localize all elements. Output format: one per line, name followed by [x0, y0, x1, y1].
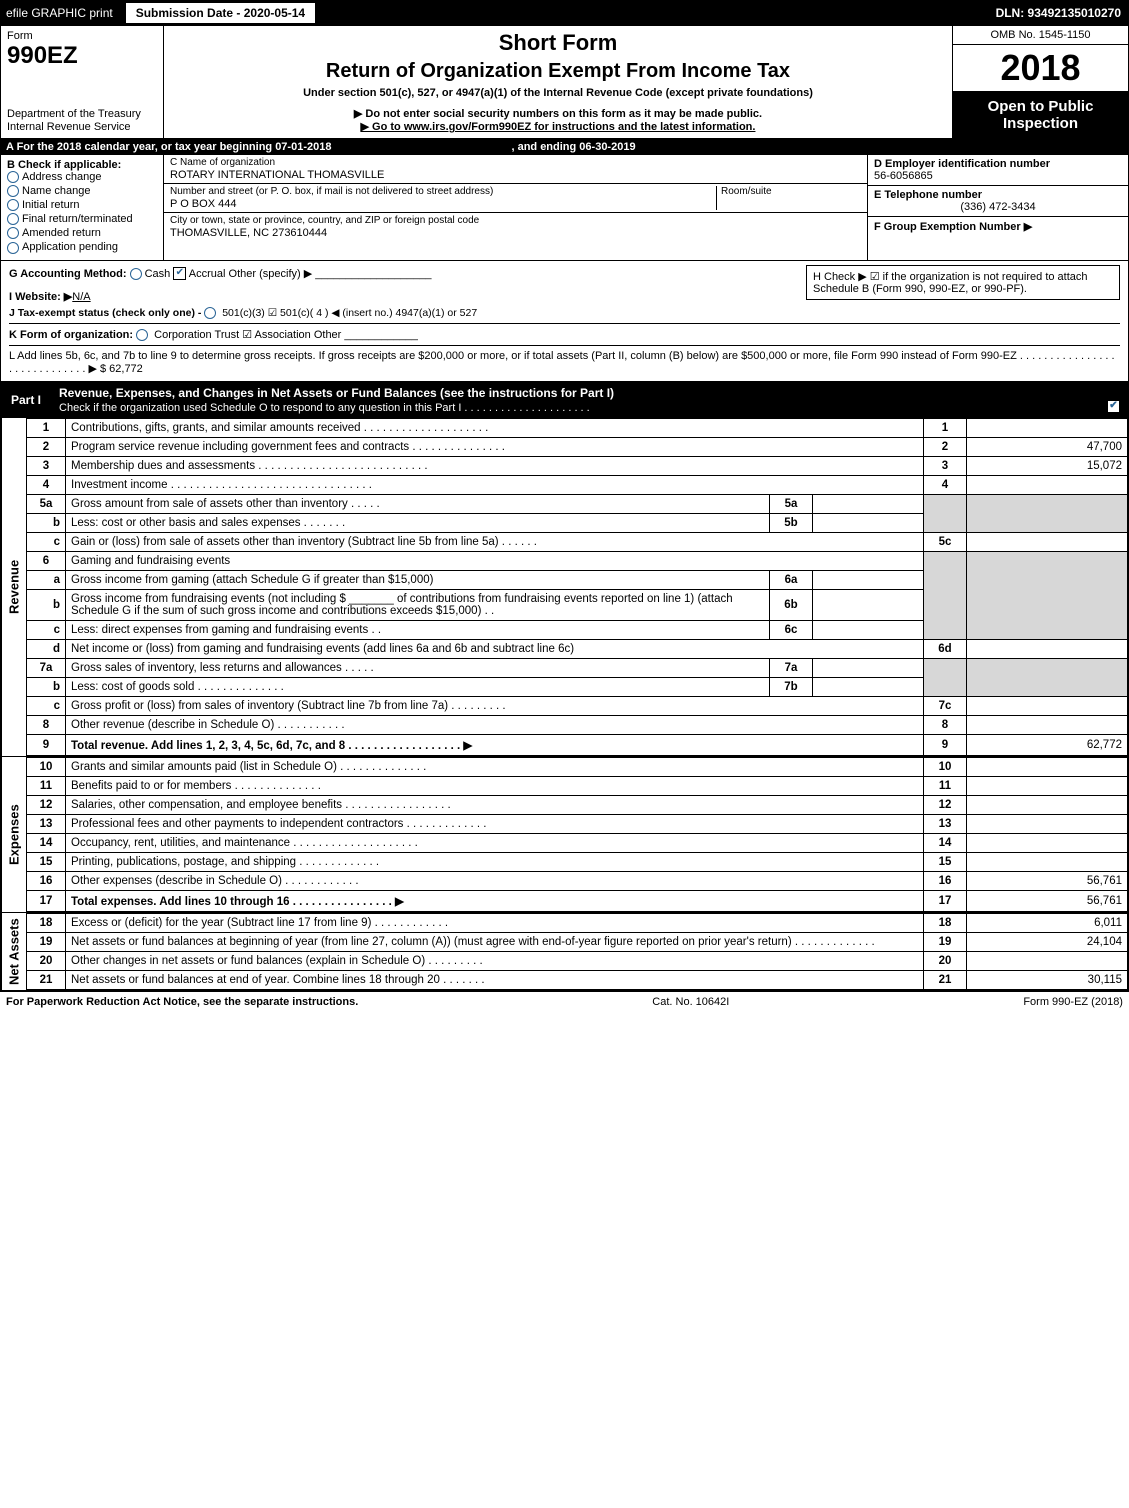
line-14: 14Occupancy, rent, utilities, and mainte… [27, 834, 1128, 853]
line-11: 11Benefits paid to or for members . . . … [27, 777, 1128, 796]
line-1: 1Contributions, gifts, grants, and simil… [27, 419, 1128, 438]
footer: For Paperwork Reduction Act Notice, see … [0, 991, 1129, 1012]
line-15: 15Printing, publications, postage, and s… [27, 853, 1128, 872]
expenses-label: Expenses [1, 757, 26, 912]
chk-address-change[interactable]: Address change [7, 171, 157, 183]
c-label: C Name of organization [170, 157, 861, 168]
tax-year: 2018 [953, 45, 1128, 92]
top-bar: efile GRAPHIC print Submission Date - 20… [0, 0, 1129, 26]
city-value: THOMASVILLE, NC 273610444 [170, 227, 861, 239]
part1-header: Part I Revenue, Expenses, and Changes in… [0, 382, 1129, 418]
line-8: 8Other revenue (describe in Schedule O) … [27, 716, 1128, 735]
short-form-title: Short Form [172, 30, 944, 56]
box-b: B Check if applicable: Address change Na… [1, 155, 164, 260]
line-18: 18Excess or (deficit) for the year (Subt… [27, 914, 1128, 933]
line-5c: cGain or (loss) from sale of assets othe… [27, 533, 1128, 552]
form-number: 990EZ [7, 42, 157, 70]
room-suite: Room/suite [716, 186, 861, 210]
f-label: F Group Exemption Number ▶ [874, 220, 1122, 233]
line-6d: dNet income or (loss) from gaming and fu… [27, 640, 1128, 659]
line-10: 10Grants and similar amounts paid (list … [27, 758, 1128, 777]
netassets-section: Net Assets 18Excess or (deficit) for the… [0, 913, 1129, 991]
line-7a: 7aGross sales of inventory, less returns… [27, 659, 1128, 678]
line-k: K Form of organization: Corporation Trus… [9, 323, 1120, 341]
revenue-section: Revenue 1Contributions, gifts, grants, a… [0, 418, 1129, 757]
h-text: H Check ▶ ☑ if the organization is not r… [813, 271, 1088, 295]
footer-center: Cat. No. 10642I [652, 996, 729, 1008]
line-20: 20Other changes in net assets or fund ba… [27, 952, 1128, 971]
footer-left: For Paperwork Reduction Act Notice, see … [6, 996, 358, 1008]
netassets-table: 18Excess or (deficit) for the year (Subt… [26, 913, 1128, 990]
h-box: H Check ▶ ☑ if the organization is not r… [806, 265, 1120, 300]
header-right: OMB No. 1545-1150 2018 Open to Public In… [952, 26, 1128, 138]
period-begin: A For the 2018 calendar year, or tax yea… [6, 141, 331, 153]
box-b-header: B Check if applicable: [7, 159, 157, 171]
main-title: Return of Organization Exempt From Incom… [172, 60, 944, 83]
line-6: 6Gaming and fundraising events [27, 552, 1128, 571]
line-7c: cGross profit or (loss) from sales of in… [27, 697, 1128, 716]
line-19: 19Net assets or fund balances at beginni… [27, 933, 1128, 952]
period-row: A For the 2018 calendar year, or tax yea… [0, 139, 1129, 155]
phone-value: (336) 472-3434 [874, 201, 1122, 213]
part1-label: Part I [1, 390, 51, 410]
line-13: 13Professional fees and other payments t… [27, 815, 1128, 834]
line-9: 9Total revenue. Add lines 1, 2, 3, 4, 5c… [27, 735, 1128, 756]
chk-name-change[interactable]: Name change [7, 185, 157, 197]
header-left: Form 990EZ Department of the Treasury In… [1, 26, 164, 138]
submission-date: Submission Date - 2020-05-14 [125, 2, 316, 24]
line-l: L Add lines 5b, 6c, and 7b to line 9 to … [9, 345, 1120, 375]
info-block: B Check if applicable: Address change Na… [0, 155, 1129, 261]
d-label: D Employer identification number [874, 158, 1122, 170]
ssn-warning: ▶ Do not enter social security numbers o… [172, 107, 944, 120]
line-4: 4Investment income . . . . . . . . . . .… [27, 476, 1128, 495]
line-j: J Tax-exempt status (check only one) - 5… [9, 307, 1120, 319]
dln: DLN: 93492135010270 [996, 6, 1129, 20]
expenses-table: 10Grants and similar amounts paid (list … [26, 757, 1128, 912]
line-5a: 5aGross amount from sale of assets other… [27, 495, 1128, 514]
omb-number: OMB No. 1545-1150 [953, 26, 1128, 45]
form-header: Form 990EZ Department of the Treasury In… [0, 26, 1129, 139]
line-21: 21Net assets or fund balances at end of … [27, 971, 1128, 990]
efile-label: efile GRAPHIC print [6, 6, 113, 20]
chk-initial-return[interactable]: Initial return [7, 199, 157, 211]
line-17: 17Total expenses. Add lines 10 through 1… [27, 891, 1128, 912]
irs-link[interactable]: ▶ Go to www.irs.gov/Form990EZ for instru… [172, 120, 944, 133]
city-label: City or town, state or province, country… [170, 215, 861, 226]
check-accrual[interactable] [173, 267, 186, 280]
part1-title: Revenue, Expenses, and Changes in Net As… [51, 383, 1128, 417]
box-c: C Name of organization ROTARY INTERNATIO… [164, 155, 867, 260]
efile-print[interactable]: efile GRAPHIC print [0, 6, 119, 20]
line-16: 16Other expenses (describe in Schedule O… [27, 872, 1128, 891]
addr-label: Number and street (or P. O. box, if mail… [170, 186, 716, 197]
chk-amended-return[interactable]: Amended return [7, 227, 157, 239]
expenses-section: Expenses 10Grants and similar amounts pa… [0, 757, 1129, 913]
e-label: E Telephone number [874, 189, 1122, 201]
dept-treasury: Department of the Treasury Internal Reve… [7, 108, 157, 134]
footer-right: Form 990-EZ (2018) [1023, 996, 1123, 1008]
line-3: 3Membership dues and assessments . . . .… [27, 457, 1128, 476]
chk-final-return[interactable]: Final return/terminated [7, 213, 157, 225]
radio-cash[interactable] [130, 268, 142, 280]
revenue-label: Revenue [1, 418, 26, 756]
form-label: Form [7, 30, 157, 42]
part1-check[interactable] [1107, 400, 1120, 413]
org-name: ROTARY INTERNATIONAL THOMASVILLE [170, 169, 861, 181]
open-inspection: Open to Public Inspection [953, 92, 1128, 138]
line-12: 12Salaries, other compensation, and empl… [27, 796, 1128, 815]
addr-value: P O BOX 444 [170, 198, 716, 210]
period-end: , and ending 06-30-2019 [511, 141, 635, 153]
line-2: 2Program service revenue including gover… [27, 438, 1128, 457]
misc-block: H Check ▶ ☑ if the organization is not r… [0, 261, 1129, 383]
ein-value: 56-6056865 [874, 170, 1122, 182]
header-center: Short Form Return of Organization Exempt… [164, 26, 952, 138]
netassets-label: Net Assets [1, 913, 26, 990]
chk-application-pending[interactable]: Application pending [7, 241, 157, 253]
subtitle: Under section 501(c), 527, or 4947(a)(1)… [172, 87, 944, 99]
revenue-table: 1Contributions, gifts, grants, and simil… [26, 418, 1128, 756]
box-def: D Employer identification number 56-6056… [867, 155, 1128, 260]
